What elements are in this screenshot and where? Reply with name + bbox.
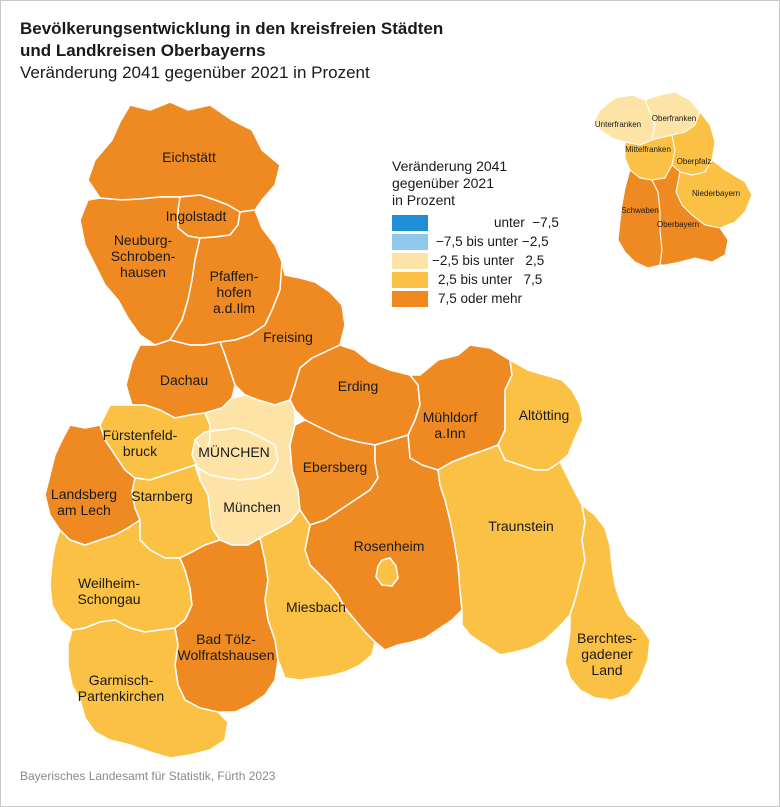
- label-muenchen-stadt: MÜNCHEN: [198, 443, 270, 460]
- label-fuerstenfeldbruck: Fürstenfeld-bruck: [103, 427, 178, 459]
- label-weilheim: Weilheim-Schongau: [77, 575, 140, 607]
- map-title-line1: Bevölkerungsentwicklung in den kreisfrei…: [20, 19, 444, 38]
- inset-labels: Unterfranken Oberfranken Mittelfranken O…: [595, 114, 740, 229]
- legend-swatch: [392, 252, 428, 269]
- label-pfaffenhofen: Pfaffen-hofen a.d.Ilm: [210, 268, 259, 316]
- legend-label: −2,5 bis unter 2,5: [432, 253, 545, 268]
- legend-swatch: [392, 233, 428, 250]
- label-traunstein: Traunstein: [488, 518, 554, 534]
- legend-item: 7,5 oder mehr: [392, 289, 592, 308]
- legend-title: Veränderung 2041 gegenüber 2021 in Proze…: [392, 158, 592, 209]
- legend-swatch: [392, 214, 428, 231]
- label-freising: Freising: [263, 329, 313, 345]
- legend-title-line: in Prozent: [392, 192, 456, 208]
- label-starnberg: Starnberg: [131, 488, 192, 504]
- label-miesbach: Miesbach: [286, 599, 346, 615]
- legend-label: −7,5 bis unter −2,5: [436, 234, 549, 249]
- label-erding: Erding: [338, 378, 378, 394]
- map-title-line2: und Landkreisen Oberbayerns: [20, 41, 266, 60]
- label-neuburg: Neuburg-Schroben-hausen: [111, 232, 176, 280]
- legend-item: −2,5 bis unter 2,5: [392, 251, 592, 270]
- label-muehldorf: Mühldorf a.Inn: [423, 409, 478, 441]
- map-title: Bevölkerungsentwicklung in den kreisfrei…: [20, 18, 443, 62]
- legend-item: 2,5 bis unter 7,5: [392, 270, 592, 289]
- legend-title-line: gegenüber 2021: [392, 175, 494, 191]
- legend-item: unter −7,5: [392, 213, 592, 232]
- inset-label-schwaben: Schwaben: [621, 206, 658, 215]
- district-garmisch: [67, 619, 229, 759]
- label-landsberg: Landsberg am Lech: [51, 486, 117, 518]
- legend-title-line: Veränderung 2041: [392, 158, 508, 174]
- legend: Veränderung 2041 gegenüber 2021 in Proze…: [392, 158, 592, 308]
- district-rosenheim-stadt: [375, 557, 399, 587]
- legend-swatch: [392, 290, 428, 307]
- inset-label-oberbayern: Oberbayern: [657, 220, 699, 229]
- inset-label-niederbayern: Niederbayern: [692, 189, 740, 198]
- legend-item: −7,5 bis unter −2,5: [392, 232, 592, 251]
- label-berchtesgaden: Berchtes-gadener Land: [577, 630, 637, 678]
- map-subtitle: Veränderung 2041 gegenüber 2021 in Proze…: [20, 63, 370, 82]
- district-miesbach: [259, 509, 376, 681]
- label-garmisch: Garmisch-Partenkirchen: [78, 672, 164, 704]
- inset-label-oberfranken: Oberfranken: [652, 114, 696, 123]
- inset-region-oberbayern: [651, 164, 729, 266]
- inset-label-unterfranken: Unterfranken: [595, 120, 641, 129]
- label-rosenheim: Rosenheim: [354, 538, 425, 554]
- label-ingolstadt: Ingolstadt: [166, 208, 227, 224]
- district-labels: Eichstätt Ingolstadt Neuburg-Schroben-ha…: [51, 149, 637, 704]
- legend-label: 2,5 bis unter 7,5: [438, 272, 543, 287]
- inset-map-bavaria: [594, 91, 753, 269]
- district-badtoelz: [174, 537, 279, 713]
- inset-label-mittelfranken: Mittelfranken: [625, 145, 671, 154]
- district-berchtesgaden: [564, 504, 651, 701]
- label-dachau: Dachau: [160, 372, 208, 388]
- legend-label: unter −7,5: [494, 215, 559, 230]
- legend-swatch: [392, 271, 428, 288]
- label-ebersberg: Ebersberg: [303, 459, 368, 475]
- label-eichstaett: Eichstätt: [162, 149, 216, 165]
- inset-label-oberpfalz: Oberpfalz: [677, 157, 712, 166]
- label-badtoelz: Bad Tölz-Wolfratshausen: [177, 631, 274, 663]
- label-muenchen-lk: München: [223, 499, 281, 515]
- legend-label: 7,5 oder mehr: [438, 291, 523, 306]
- source-note: Bayerisches Landesamt für Statistik, Für…: [20, 769, 276, 783]
- label-altoetting: Altötting: [519, 407, 570, 423]
- district-traunstein: [437, 444, 586, 656]
